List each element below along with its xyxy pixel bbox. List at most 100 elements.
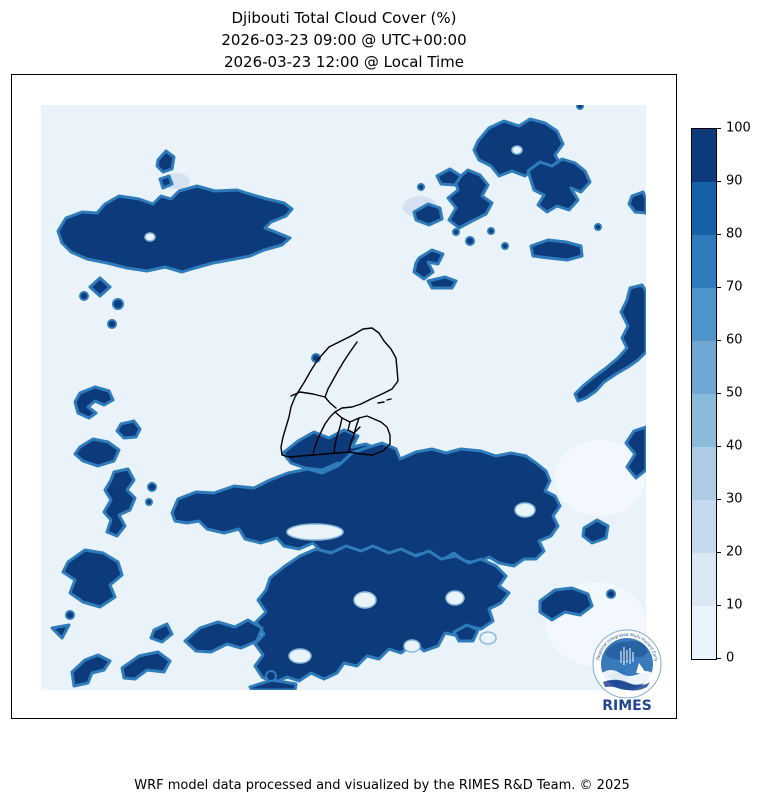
colorbar-tickmark [717,287,721,288]
cloud-speck [487,227,495,235]
cloud-region [61,548,124,609]
cloud-speck [417,183,425,191]
colorbar-tickmark [717,234,721,235]
cloud-speck [465,236,475,246]
colorbar-segment [692,606,716,659]
colorbar-tickmark [717,499,721,500]
cloud-region [158,174,174,190]
chart-subtitle-local: 2026-03-23 12:00 @ Local Time [223,53,465,71]
cloud-speck [79,291,89,301]
cloud-map-svg [41,105,646,690]
cloud-speck [576,105,584,110]
chart-title-block: Djibouti Total Cloud Cover (%) 2026-03-2… [11,7,677,73]
cloud-gap [403,639,421,653]
colorbar-tick-label: 20 [726,544,743,560]
colorbar-tick-label: 60 [726,332,743,348]
cloud-region [529,238,584,262]
colorbar-segment [692,394,716,447]
cloud-speck [606,589,616,599]
logo-wave2-icon [603,679,650,691]
cloud-region [581,518,610,545]
chart-title: Djibouti Total Cloud Cover (%) [231,9,457,27]
cloud-speck [147,482,157,492]
cloud-region [435,167,463,187]
cloud-region [155,149,176,174]
colorbar-segment [692,235,716,288]
cloud-region [88,276,112,298]
cloud-speck [501,242,509,250]
colorbar-segment [692,553,716,606]
logo-seismograph-icon [620,647,634,665]
colorbar-tick-label: 40 [726,438,743,454]
cloud-region [573,283,646,403]
djibouti-boundary [280,327,399,458]
cloud-gap [286,523,344,541]
cloud-region [50,623,71,640]
colorbar-tickmark [717,128,721,129]
colorbar-tick-label: 100 [726,120,751,136]
colorbar-tick-label: 80 [726,226,743,242]
cloud-region [538,586,594,622]
rimes-logo: Regional Integrated Multi-Hazard Early W… [585,623,667,716]
cloud-region [412,202,444,227]
colorbar-segment [692,129,716,182]
colorbar-tickmark [717,552,721,553]
cloud-region [526,157,592,214]
cloud-gap [445,590,465,606]
chart-subtitle-utc: 2026-03-23 09:00 @ UTC+00:00 [221,31,467,49]
cloud-region [426,275,458,290]
colorbar-segment [692,341,716,394]
cloud-gap [479,631,497,645]
cloud-region [73,385,115,420]
cloud-region [56,184,294,274]
cloud-region [627,190,646,215]
cloud-region [115,419,142,440]
djibouti-boundary [290,391,326,398]
colorbar-tickmark [717,340,721,341]
cloud-region [102,467,137,538]
logo-rimes-text: RIMES [602,698,652,714]
cloud-gap [511,145,523,155]
cloud-speck [452,228,460,236]
colorbar-tick-label: 0 [726,650,735,666]
cloud-speck [594,223,602,231]
footer-credit: WRF model data processed and visualized … [134,778,630,793]
cloud-gap [514,502,536,518]
colorbar-ticks: 0 10 20 30 40 50 60 70 80 90 100 [717,121,763,666]
colorbar-tick-label: 50 [726,385,743,401]
colorbar-tick-label: 10 [726,597,743,613]
cloud-speck [112,298,124,310]
cloud-gap [353,591,377,609]
logo-wave-icon [602,670,652,685]
colorbar-tickmark [717,446,721,447]
cloud-region [446,168,494,230]
colorbar-tickmark [717,181,721,182]
colorbar-tick-label: 70 [726,279,743,295]
cloud-region [70,653,112,688]
colorbar [691,128,717,660]
colorbar-tick-label: 90 [726,173,743,189]
colorbar-tick-label: 30 [726,491,743,507]
cloud-region [120,650,172,681]
map-axes-frame: Regional Integrated Multi-Hazard Early W… [11,74,677,719]
colorbar-segment [692,500,716,553]
clear-sky-patch [555,440,645,516]
colorbar-segment [692,447,716,500]
djibouti-boundary [312,411,336,456]
cloud-region [149,622,174,644]
cloud-region [452,623,480,643]
cloud-region [253,544,511,685]
colorbar-segment [692,288,716,341]
cloud-speck [65,610,75,620]
cloud-region [183,618,264,654]
cloud-region [412,248,445,281]
djibouti-boundary [324,341,358,409]
djibouti-boundary [348,417,360,453]
colorbar-tickmark [717,658,721,659]
colorbar-tickmark [717,393,721,394]
djibouti-boundary [386,398,392,401]
cloud-gap [144,232,156,242]
djibouti-boundary [333,417,343,454]
cloud-region [73,437,121,468]
